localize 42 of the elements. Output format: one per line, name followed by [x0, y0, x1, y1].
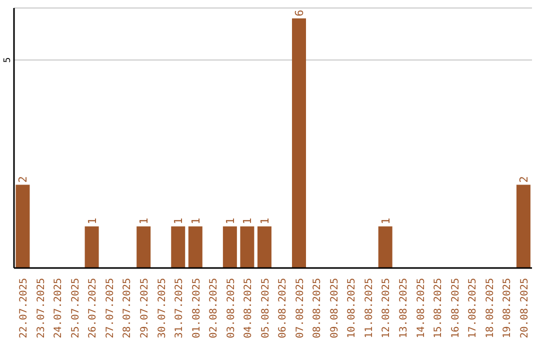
x-tick-label: 20.08.2025	[519, 278, 530, 338]
data-label: 1	[258, 218, 272, 224]
data-label: 1	[138, 218, 151, 224]
data-label: 1	[224, 218, 237, 224]
data-label: 2	[16, 176, 30, 183]
data-label: 1	[86, 218, 99, 224]
x-tick-label: 25.07.2025	[70, 278, 82, 338]
x-tick-label: 24.07.2025	[53, 278, 64, 338]
data-label: 2	[517, 176, 530, 183]
data-label: 1	[241, 218, 254, 224]
x-tick-label: 08.08.2025	[312, 278, 324, 338]
x-tick-label: 17.08.2025	[468, 278, 479, 338]
x-tick-label: 13.08.2025	[398, 278, 410, 338]
x-tick-label: 30.07.2025	[156, 278, 168, 338]
x-tick-label: 19.08.2025	[502, 278, 514, 338]
y-tick-label: 5	[3, 57, 13, 63]
x-tick-label: 15.08.2025	[433, 278, 444, 338]
x-tick-label: 14.08.2025	[416, 278, 427, 338]
x-tick-label: 27.07.2025	[104, 278, 116, 338]
x-tick-label: 07.08.2025	[294, 278, 306, 338]
x-tick-label: 22.07.2025	[18, 278, 30, 338]
data-label: 6	[292, 10, 306, 16]
x-tick-label: 01.08.2025	[191, 278, 202, 338]
x-tick-label: 06.08.2025	[278, 278, 289, 338]
x-tick-label: 18.08.2025	[484, 278, 496, 338]
x-tick-label: 12.08.2025	[381, 278, 392, 338]
x-tick-label: 16.08.2025	[450, 278, 462, 338]
data-label: 1	[379, 218, 392, 224]
x-tick-label: 09.08.2025	[329, 278, 340, 338]
x-tick-label: 31.07.2025	[174, 278, 186, 338]
x-tick-label: 10.08.2025	[346, 278, 358, 338]
x-tick-label: 03.08.2025	[226, 278, 237, 338]
x-tick-label: 02.08.2025	[208, 278, 220, 338]
x-tick-label: 11.08.2025	[364, 278, 375, 338]
x-tick-label: 29.07.2025	[140, 278, 150, 338]
x-tick-label: 23.07.2025	[36, 278, 47, 338]
x-tick-label: 05.08.2025	[260, 278, 272, 338]
x-tick-label: 26.07.2025	[88, 278, 99, 338]
x-tick-label: 04.08.2025	[243, 278, 254, 338]
data-label: 1	[189, 218, 202, 224]
data-label: 1	[172, 218, 186, 224]
x-tick-label: 28.07.2025	[122, 278, 134, 338]
